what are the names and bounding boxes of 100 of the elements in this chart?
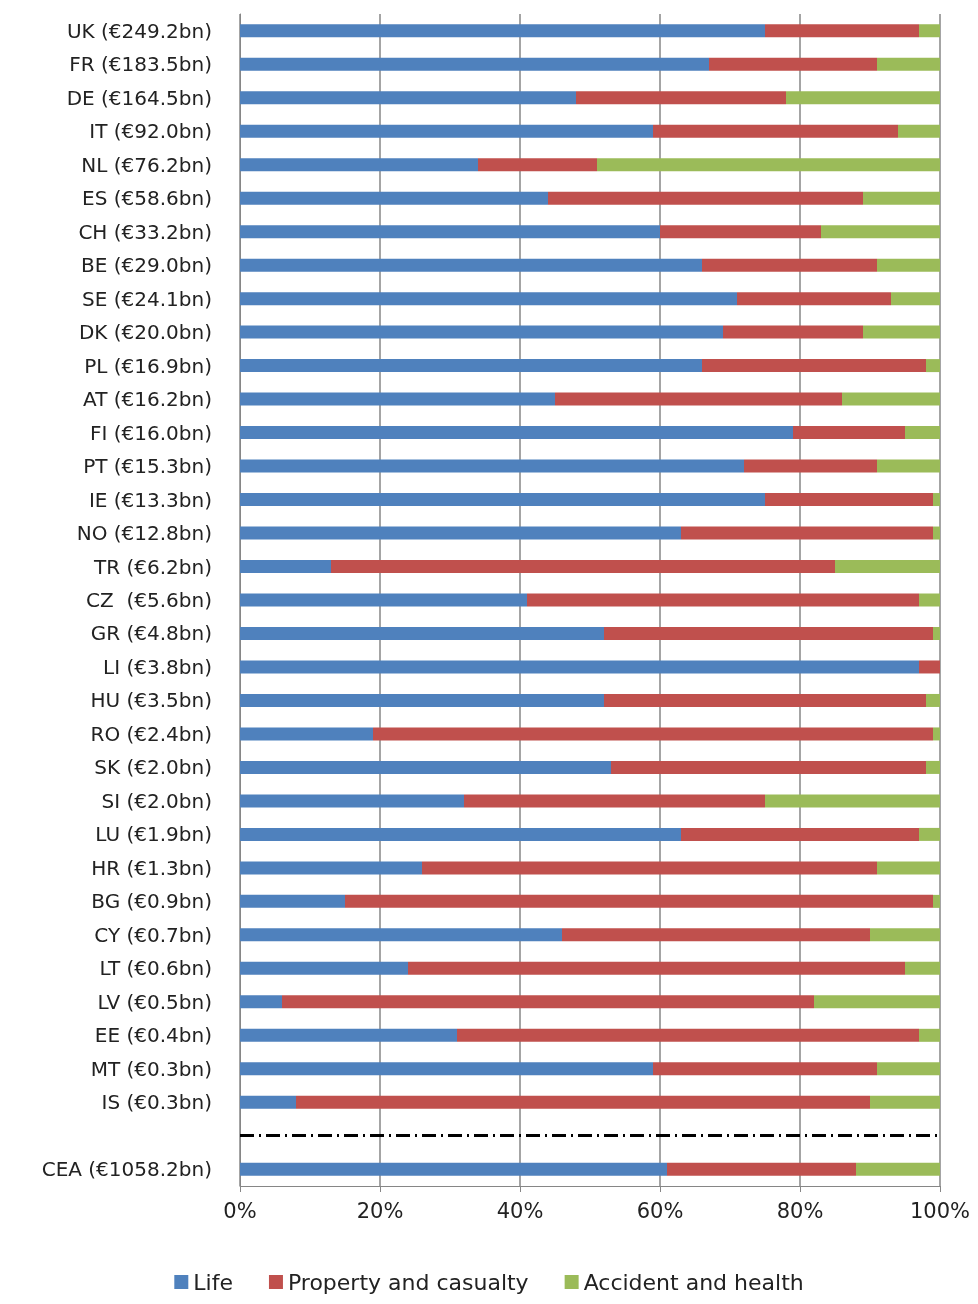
bar: [926, 359, 940, 373]
bar: [240, 459, 744, 473]
bar: [933, 894, 940, 908]
bar: [408, 961, 905, 975]
bar: [548, 191, 863, 205]
y-tick-label: ES (€58.6bn): [82, 186, 212, 211]
bar: [562, 928, 870, 942]
bar: [240, 626, 604, 640]
bar: [919, 827, 940, 841]
bar: [240, 1162, 667, 1176]
bar: [240, 560, 331, 574]
bar: [891, 292, 940, 306]
y-tick-label: LV (€0.5bn): [97, 989, 212, 1014]
bar: [653, 1062, 877, 1076]
bar: [933, 727, 940, 741]
bar: [240, 91, 576, 105]
y-tick-label: PT (€15.3bn): [83, 454, 212, 479]
bar: [240, 258, 702, 272]
bar: [345, 894, 933, 908]
bar: [709, 57, 877, 71]
bar: [905, 961, 940, 975]
bar: [863, 191, 940, 205]
bar: [611, 760, 926, 774]
bar: [240, 794, 464, 808]
bar: [296, 1095, 870, 1109]
bar: [933, 626, 940, 640]
bar: [240, 392, 555, 406]
bar: [240, 158, 478, 172]
bar: [464, 794, 765, 808]
legend-label: Accident and health: [583, 1269, 804, 1295]
legend-label: Property and casualty: [287, 1269, 529, 1295]
bar: [877, 258, 940, 272]
bar: [240, 894, 345, 908]
bar: [240, 1062, 653, 1076]
bar: [877, 459, 940, 473]
bar: [919, 660, 940, 674]
y-tick-label: MT (€0.3bn): [90, 1056, 212, 1081]
y-tick-label: NO (€12.8bn): [76, 521, 212, 546]
bar: [373, 727, 933, 741]
y-tick-label: AT (€16.2bn): [83, 387, 212, 412]
bar: [240, 225, 660, 239]
bar: [597, 158, 940, 172]
bar: [702, 359, 926, 373]
bar: [240, 995, 282, 1009]
y-tick-label: RO (€2.4bn): [90, 721, 212, 746]
bar: [331, 560, 835, 574]
bar: [240, 124, 653, 138]
y-tick-label: IE (€13.3bn): [88, 487, 212, 512]
bar: [240, 426, 793, 440]
bar: [898, 124, 940, 138]
bar: [765, 493, 933, 507]
bar: [919, 24, 940, 38]
y-tick-label: FR (€183.5bn): [69, 52, 212, 77]
bar: [576, 91, 786, 105]
y-tick-label: SE (€24.1bn): [82, 286, 212, 311]
y-tick-label: CZ (€5.6bn): [86, 588, 212, 612]
bar: [919, 593, 940, 607]
bar: [723, 325, 863, 339]
bar: [240, 827, 681, 841]
y-tick-label: BE (€29.0bn): [81, 253, 212, 278]
bar: [240, 760, 611, 774]
bar: [870, 928, 940, 942]
bar: [863, 325, 940, 339]
bar: [765, 794, 940, 808]
bar: [240, 526, 681, 540]
bar: [240, 359, 702, 373]
bar: [240, 1095, 296, 1109]
bar: [786, 91, 940, 105]
y-tick-label: GR (€4.8bn): [90, 621, 212, 646]
y-tick-label: TR (€6.2bn): [93, 554, 212, 579]
bar: [478, 158, 597, 172]
y-tick-label: HU (€3.5bn): [90, 688, 212, 713]
bar: [240, 493, 765, 507]
bar: [681, 827, 919, 841]
bar: [240, 24, 765, 38]
bar: [737, 292, 891, 306]
bar: [240, 325, 723, 339]
bar: [457, 1028, 919, 1042]
y-tick-label: SI (€2.0bn): [101, 788, 212, 813]
legend-label: Life: [193, 1269, 233, 1295]
bar: [877, 861, 940, 875]
bar: [282, 995, 814, 1009]
bar: [667, 1162, 856, 1176]
bar: [240, 660, 919, 674]
y-tick-label: EE (€0.4bn): [94, 1023, 212, 1048]
bar: [793, 426, 905, 440]
bar: [814, 995, 940, 1009]
bar: [240, 292, 737, 306]
bar: [681, 526, 933, 540]
bar: [744, 459, 877, 473]
bar: [919, 1028, 940, 1042]
bar: [240, 928, 562, 942]
y-tick-label: LU (€1.9bn): [95, 822, 212, 847]
y-tick-label: IT (€92.0bn): [89, 119, 212, 144]
bar: [765, 24, 919, 38]
bar: [604, 693, 926, 707]
bar: [933, 493, 940, 507]
bar: [240, 191, 548, 205]
y-tick-label: CH (€33.2bn): [78, 219, 212, 244]
bar: [422, 861, 877, 875]
